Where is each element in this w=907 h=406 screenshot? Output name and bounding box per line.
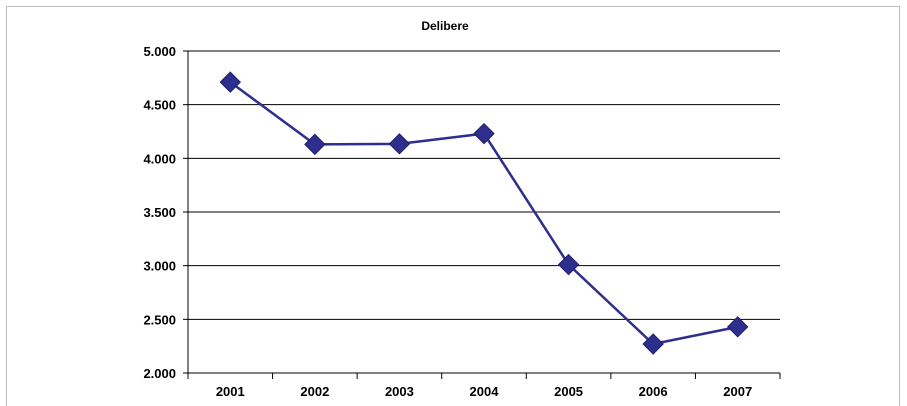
data-point-marker	[304, 133, 326, 156]
series-markers	[219, 71, 749, 355]
x-tick-label: 2002	[300, 384, 329, 399]
axes	[183, 50, 781, 379]
data-point-marker	[473, 122, 495, 145]
y-tick-label: 4.500	[143, 98, 176, 113]
y-tick-label: 3.000	[143, 259, 176, 274]
x-tick-label: 2004	[470, 384, 500, 399]
grid-lines	[188, 50, 780, 320]
data-point-marker	[727, 316, 749, 338]
series-line-group	[229, 81, 738, 346]
data-point-marker	[642, 333, 664, 355]
y-tick-label: 4.000	[143, 151, 176, 166]
y-tick-label: 2.000	[143, 366, 176, 381]
x-tick-label: 2005	[554, 384, 583, 399]
x-tick-label: 2007	[723, 384, 752, 399]
data-point-marker	[219, 71, 241, 93]
data-point-marker	[557, 253, 580, 276]
series-line	[229, 81, 738, 346]
chart-frame	[6, 6, 900, 406]
y-tick-label: 5.000	[143, 44, 176, 59]
x-tick-label: 2001	[216, 384, 245, 399]
x-tick-label: 2003	[385, 384, 414, 399]
y-tick-label: 3.500	[143, 205, 176, 220]
x-tick-label: 2006	[639, 384, 668, 399]
y-tick-labels: 2.000 2.500 3.000 3.500 4.000 4.500 5.000	[143, 44, 176, 381]
x-tick-labels: 2001 2002 2003 2004 2005 2006 2007	[216, 384, 752, 399]
data-point-marker	[388, 133, 411, 155]
chart-title: Delibere	[421, 19, 469, 33]
y-tick-label: 2.500	[143, 312, 176, 327]
